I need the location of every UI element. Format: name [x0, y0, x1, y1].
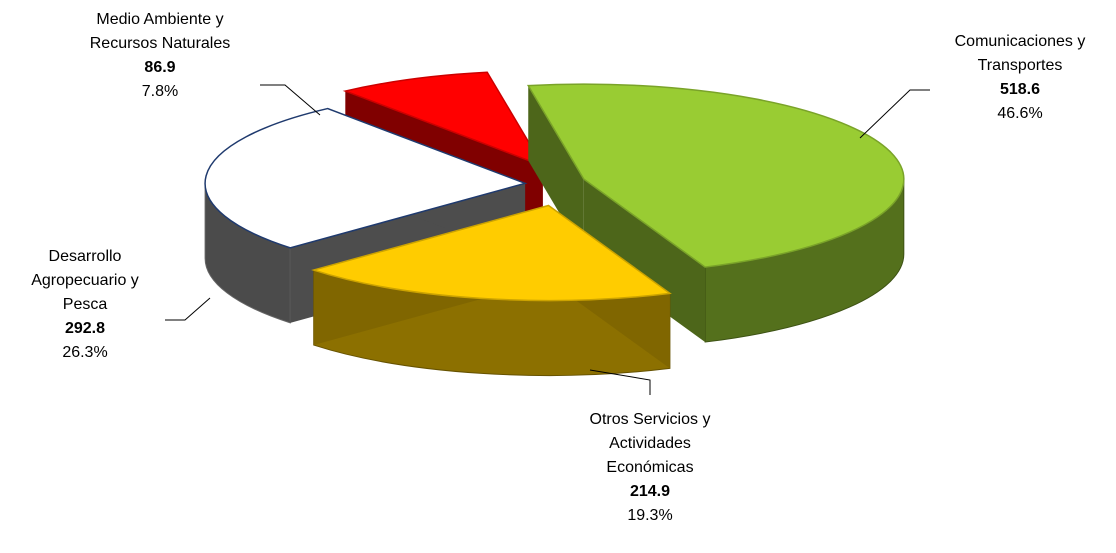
category-label: Comunicaciones y Transportes: [945, 30, 1095, 78]
chart: Comunicaciones y Transportes518.646.6% Ot…: [0, 0, 1116, 553]
category-label: Otros Servicios y Actividades Económicas: [585, 408, 715, 480]
category-label: Medio Ambiente y Recursos Naturales: [85, 8, 235, 56]
data-label: Otros Servicios y Actividades Económicas…: [585, 408, 715, 528]
share-label: 26.3%: [25, 341, 145, 365]
share-label: 7.8%: [85, 80, 235, 104]
leader-line: [860, 90, 930, 138]
share-label: 19.3%: [585, 504, 715, 528]
leader-line: [260, 85, 320, 115]
share-label: 46.6%: [945, 102, 1095, 126]
value-label: 292.8: [25, 317, 145, 341]
value-label: 86.9: [85, 56, 235, 80]
category-label: Desarrollo Agropecuario y Pesca: [25, 245, 145, 317]
value-label: 518.6: [945, 78, 1095, 102]
leader-line: [165, 298, 210, 320]
value-label: 214.9: [585, 480, 715, 504]
